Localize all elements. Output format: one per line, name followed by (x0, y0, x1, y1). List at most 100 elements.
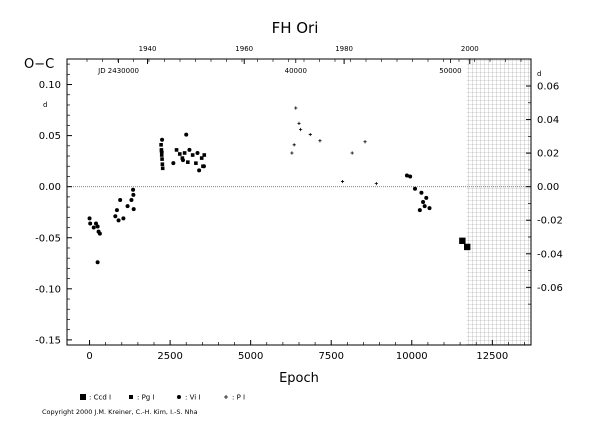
point-pg (194, 161, 198, 165)
point-pg (199, 156, 204, 160)
right-tick-label: 0.04 (537, 115, 559, 126)
legend-label: : P I (232, 394, 245, 402)
point-pg (159, 153, 164, 157)
point-ccd (464, 243, 471, 251)
point-vi (408, 174, 413, 179)
point-vi (95, 260, 100, 265)
top-year-label: 1980 (335, 45, 353, 53)
point-vi (91, 225, 96, 230)
point-p (292, 143, 296, 147)
point-p (299, 127, 303, 132)
point-vi (413, 186, 417, 191)
right-tick-label: -0.04 (537, 249, 563, 260)
point-p (374, 182, 378, 186)
point-p (363, 140, 367, 144)
right-tick-label: -0.06 (537, 283, 563, 294)
point-p (340, 179, 345, 184)
point-vi (184, 132, 189, 137)
point-ccd (459, 237, 466, 245)
point-vi (97, 231, 102, 236)
legend-marker (80, 394, 86, 400)
top-year-label: 1940 (139, 45, 157, 53)
point-p (297, 121, 301, 125)
chart-title: FH Ori (272, 19, 319, 37)
point-vi (129, 197, 134, 202)
point-vi (422, 204, 427, 209)
point-vi (114, 208, 119, 213)
x-tick-label: 2500 (157, 351, 182, 362)
jd-label: 50000 (439, 67, 461, 75)
legend-marker (129, 395, 133, 399)
point-vi (118, 197, 123, 202)
point-pg (160, 166, 165, 171)
right-tick-label: 0.00 (537, 182, 559, 193)
point-p (290, 151, 294, 155)
point-vi (419, 190, 424, 195)
point-pg (190, 153, 195, 157)
point-vi (159, 149, 164, 154)
point-vi (87, 216, 92, 221)
legend-label: : Vi I (185, 394, 200, 402)
y-tick-label: 0.00 (39, 182, 61, 193)
point-vi (131, 192, 136, 197)
x-axis-label: Epoch (279, 371, 319, 386)
point-vi (131, 187, 136, 192)
point-pg (159, 143, 163, 147)
point-pg (202, 153, 207, 157)
point-p (308, 132, 312, 137)
point-pg (186, 160, 190, 164)
point-vi (187, 147, 192, 152)
point-vi (427, 206, 432, 211)
point-vi (417, 208, 422, 213)
y-tick-label: 0.10 (39, 80, 61, 91)
shaded-region (466, 59, 531, 345)
point-vi (171, 161, 176, 166)
point-p (350, 151, 354, 155)
legend-marker (177, 395, 181, 399)
point-pg (160, 162, 165, 167)
point-vi (125, 204, 130, 209)
top-year-label: 2000 (461, 45, 479, 53)
legend: : Ccd I : Pg I : Vi I : P I (80, 394, 245, 402)
jd-label: 40000 (285, 67, 307, 75)
point-vi (424, 195, 429, 200)
point-p (294, 106, 298, 110)
y-axis-label: O−C (24, 57, 54, 72)
x-tick-label: 7500 (318, 351, 343, 362)
y-tick-label: -0.10 (35, 284, 61, 295)
point-pg (177, 152, 182, 156)
point-vi (195, 150, 200, 155)
point-vi (201, 164, 206, 169)
legend-marker (224, 395, 228, 399)
right-tick-label: 0.06 (537, 82, 559, 93)
point-pg (174, 148, 179, 152)
point-pg (160, 157, 164, 161)
right-tick-label: 0.02 (537, 149, 559, 160)
point-pg (180, 156, 185, 160)
jd-label: JD 2430000 (97, 67, 139, 75)
x-tick-label: 12500 (476, 351, 508, 362)
right-tick-label: -0.02 (537, 216, 563, 227)
legend-label: : Ccd I (89, 394, 111, 402)
point-vi (131, 207, 136, 212)
point-pg (159, 148, 164, 152)
plot-frame (66, 58, 532, 346)
point-vi (181, 158, 185, 163)
right-axis-unit: d (537, 70, 541, 78)
y-axis-unit: d (43, 101, 47, 109)
point-vi (88, 221, 93, 226)
top-year-label: 1960 (235, 45, 253, 53)
point-vi (421, 200, 426, 204)
x-tick-label: 10000 (396, 351, 428, 362)
y-tick-label: -0.05 (35, 233, 61, 244)
point-vi (94, 221, 98, 226)
axis-ticks: 0 2500 5000 7500 10000 12500 -0.15 -0.10 -0.05 0.… (35, 45, 563, 362)
x-tick-label: 5000 (238, 351, 263, 362)
point-vi (197, 168, 202, 173)
legend-label: : Pg I (137, 394, 155, 402)
y-tick-label: 0.05 (39, 131, 61, 142)
data-points (87, 106, 471, 265)
y-tick-label: -0.15 (35, 335, 61, 346)
point-vi (95, 224, 100, 229)
point-vi (160, 137, 165, 142)
